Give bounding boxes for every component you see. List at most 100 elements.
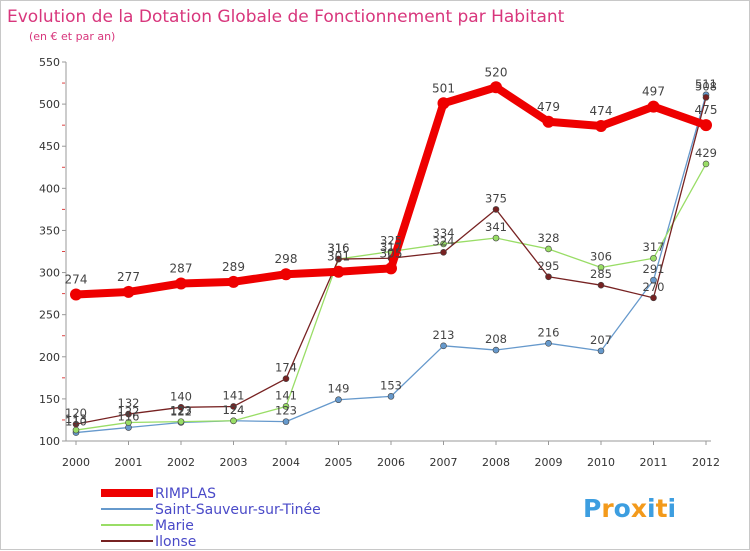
data-label: 270 (643, 280, 665, 294)
data-label: 207 (590, 333, 612, 347)
data-label: 316 (328, 241, 350, 255)
x-tick-label: 2000 (62, 456, 90, 469)
proxiti-logo: Proxiti (583, 494, 676, 523)
x-tick-label: 2009 (535, 456, 563, 469)
x-tick-label: 2011 (640, 456, 668, 469)
data-label: 508 (695, 79, 717, 93)
x-tick-label: 2005 (325, 456, 353, 469)
data-label: 153 (380, 378, 402, 392)
data-label: 334 (433, 226, 455, 240)
data-label: 113 (65, 412, 87, 426)
series-point (175, 277, 187, 290)
data-label: 124 (223, 403, 245, 417)
data-label: 475 (695, 103, 718, 117)
data-label: 520 (485, 65, 508, 79)
series-point (595, 120, 607, 133)
series-point (545, 273, 552, 281)
series-point (700, 119, 712, 132)
data-label: 305 (380, 246, 403, 260)
data-label: 316 (328, 241, 350, 255)
series-point (437, 97, 450, 110)
series-layer (70, 81, 712, 436)
series-point (597, 281, 605, 289)
series-point (282, 403, 290, 410)
series-point (545, 245, 552, 253)
y-tick-label: 200 (39, 351, 60, 364)
series-point (335, 255, 342, 263)
y-tick-label: 100 (39, 435, 60, 448)
legend-label: Ilonse (155, 534, 196, 550)
data-label: 213 (433, 328, 455, 342)
series-point (650, 254, 657, 262)
logo-letter: o (614, 494, 631, 523)
series-point (650, 294, 657, 302)
series-point (177, 418, 185, 425)
data-label: 497 (642, 85, 665, 99)
series-point (440, 249, 447, 256)
series-point (647, 100, 660, 113)
y-tick-label: 250 (39, 309, 60, 322)
x-tick-label: 2010 (587, 456, 615, 469)
series-point (440, 342, 447, 350)
data-label: 122 (118, 404, 140, 418)
y-tick-label: 350 (39, 224, 60, 237)
data-label: 174 (275, 361, 297, 375)
series-point (597, 264, 605, 271)
axes: 100 150 200 250 300 350 400 450 500 550 2000 2001 20… (39, 56, 720, 469)
data-label: 341 (485, 220, 507, 234)
data-label: 474 (590, 104, 613, 118)
logo-letter: r (601, 494, 614, 523)
legend-label: Marie (155, 518, 194, 534)
chart-subtitle: (en € et par an) (29, 30, 115, 43)
data-label: 301 (327, 250, 350, 264)
series-point (122, 285, 135, 298)
logo-letter: P (583, 494, 601, 523)
data-labels: 274 277 287 289 298 301 305 501 520 479 474 497 475 1… (65, 65, 718, 428)
data-label: 123 (275, 404, 297, 418)
data-label: 110 (65, 415, 87, 429)
logo-letter: t (656, 494, 668, 523)
series-point (490, 81, 502, 94)
data-label: 295 (538, 259, 560, 273)
legend-label: Saint-Sauveur-sur-Tinée (155, 502, 321, 518)
data-label: 511 (695, 77, 717, 91)
data-label: 317 (643, 240, 665, 254)
series-point (440, 240, 447, 248)
x-tick-label: 2001 (115, 456, 143, 469)
series-point (492, 234, 500, 242)
logo-letter: x (631, 494, 647, 523)
data-label: 325 (380, 234, 402, 248)
series-point (282, 418, 290, 425)
x-tick-label: 2004 (272, 456, 300, 469)
series-point (125, 410, 132, 418)
series-point (385, 262, 397, 275)
data-label: 123 (170, 404, 192, 418)
legend-label: RIMPLAS (155, 486, 216, 502)
data-label: 140 (170, 389, 192, 403)
x-tick-label: 2012 (692, 456, 720, 469)
data-label: 289 (222, 260, 245, 274)
data-label: 328 (538, 231, 560, 245)
data-label: 324 (433, 234, 455, 248)
series-point (702, 94, 710, 101)
data-label: 375 (485, 191, 507, 205)
data-label: 501 (432, 81, 455, 95)
series-point (227, 275, 240, 288)
x-tick-label: 2008 (482, 456, 510, 469)
data-label: 141 (275, 388, 297, 402)
y-tick-label: 400 (39, 182, 60, 195)
series-point (332, 265, 345, 278)
series-point (72, 420, 80, 428)
series-point (125, 419, 132, 426)
data-label: 306 (590, 250, 612, 264)
y-tick-label: 150 (39, 393, 60, 406)
data-label: 277 (117, 270, 140, 284)
series-point (70, 288, 82, 301)
series-point (597, 347, 605, 355)
data-label: 132 (118, 396, 140, 410)
data-label: 116 (118, 410, 140, 424)
series-point (542, 115, 555, 128)
series-point (230, 417, 237, 425)
logo-letter: i (647, 494, 656, 523)
